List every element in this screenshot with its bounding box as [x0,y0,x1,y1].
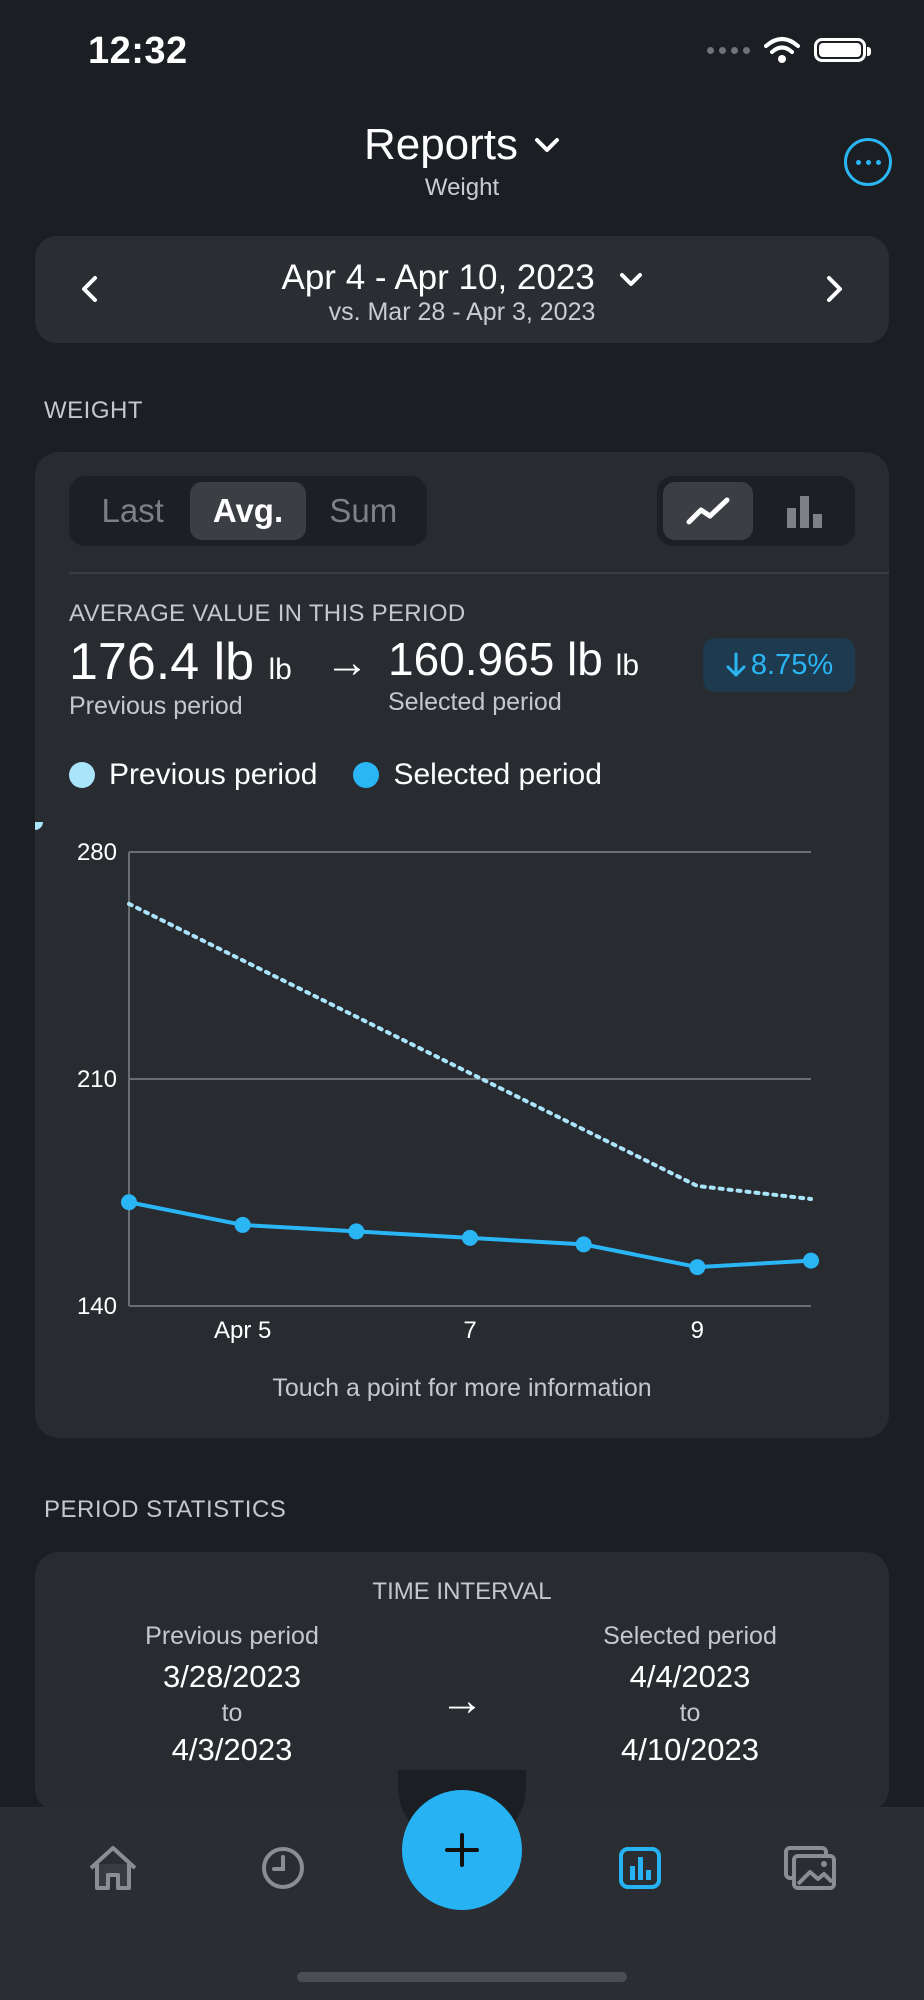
right-arrow-icon: → [440,1676,484,1725]
status-indicators [707,36,871,64]
date-range-text: Apr 4 - Apr 10, 2023 [281,258,595,297]
page-title: Reports [363,120,519,169]
battery-icon [814,38,871,62]
chevron-down-icon [619,272,642,286]
aggregation-segmented-control: Last Avg. Sum [69,476,427,546]
period-statistics-card: TIME INTERVAL Previous period 3/28/2023 … [35,1552,889,1812]
segment-sum[interactable]: Sum [329,492,398,529]
page-subtitle: Weight [424,174,500,201]
arrow-down-icon [726,652,746,677]
chevron-left-icon[interactable] [75,274,105,304]
y-tick-label: 280 [77,839,117,866]
legend-item-selected: Selected period [353,758,602,792]
previous-interval-caption: Previous period [145,1622,319,1650]
x-tick-label: 7 [463,1317,476,1344]
plus-icon [445,1833,479,1867]
section-label-weight: WEIGHT [44,397,143,424]
status-time: 12:32 [88,30,188,72]
data-point-selected [348,1223,365,1240]
segment-last[interactable]: Last [101,492,164,529]
report-header[interactable]: Reports Weight [0,120,924,202]
tab-reports[interactable] [610,1838,670,1898]
chart-legend: Previous period Selected period [69,758,638,792]
previous-interval-to: to [221,1699,243,1727]
bar-chart-button[interactable] [759,482,849,540]
selected-unit: lb [615,649,640,682]
change-badge: 8.75% [703,638,855,692]
selected-period-caption: Selected period [388,688,562,716]
compare-range-label: vs. Mar 28 - Apr 3, 2023 [328,298,596,326]
data-point-previous [35,822,43,830]
legend-item-previous: Previous period [69,758,317,792]
selected-interval-caption: Selected period [603,1622,777,1650]
legend-label-previous: Previous period [109,758,318,791]
previous-interval-end: 4/3/2023 [171,1732,293,1767]
selected-value-text: 160.965 lb [388,633,603,685]
data-point-selected [689,1259,706,1276]
legend-label-selected: Selected period [393,758,602,791]
chevron-right-icon[interactable] [819,274,849,304]
previous-value-text: 176.4 lb [69,633,255,691]
date-range-label[interactable]: Apr 4 - Apr 10, 2023 [35,258,889,298]
date-range-selector[interactable]: Apr 4 - Apr 10, 2023 vs. Mar 28 - Apr 3,… [35,236,889,343]
segment-avg[interactable]: Avg. [190,482,306,540]
tab-gallery[interactable] [780,1838,840,1898]
previous-interval: Previous period 3/28/2023 to 4/3/2023 [82,1622,382,1768]
change-percent: 8.75% [750,648,834,681]
bar-chart-icon [787,496,822,528]
add-entry-button[interactable] [402,1790,522,1910]
tab-home[interactable] [83,1838,143,1898]
weight-card: Last Avg. Sum AVERAGE VALUE IN THIS PERI… [35,452,889,1438]
wifi-icon [764,37,800,63]
selected-interval-end: 4/10/2023 [621,1732,759,1767]
reports-icon [619,1847,661,1889]
line-chart-button[interactable] [663,482,753,540]
series-line-previous [127,901,813,1201]
data-point-selected [575,1236,592,1253]
more-options-button[interactable] [844,138,892,186]
selected-interval-start: 4/4/2023 [629,1659,751,1694]
legend-dot-selected [353,762,380,788]
legend-dot-previous [69,762,95,788]
x-tick-label: 9 [691,1317,704,1344]
tab-history[interactable] [253,1838,313,1898]
previous-period-caption: Previous period [69,692,243,720]
y-tick-label: 140 [77,1293,117,1320]
clock-icon [262,1847,304,1889]
previous-interval-start: 3/28/2023 [163,1659,301,1694]
home-indicator [297,1972,627,1982]
selected-average-value: 160.965 lb lb [388,632,639,686]
data-point-selected [121,1194,137,1211]
cellular-signal-icon [707,46,750,54]
line-chart-icon [686,497,730,525]
y-tick-label: 210 [77,1066,117,1093]
time-interval-title: TIME INTERVAL [372,1578,552,1605]
section-label-period-statistics: PERIOD STATISTICS [44,1496,287,1523]
previous-unit: lb [268,653,292,686]
chevron-down-icon [535,138,560,152]
gallery-icon [784,1846,836,1890]
data-point-selected [803,1252,819,1269]
previous-average-value: 176.4 lb lb [69,632,292,692]
chart-type-control [657,476,855,546]
home-icon [89,1846,137,1890]
selected-interval-to: to [679,1699,701,1727]
chart-hint: Touch a point for more information [272,1374,652,1402]
average-value-label: AVERAGE VALUE IN THIS PERIOD [69,600,466,627]
right-arrow-icon: → [325,638,369,687]
data-point-selected [462,1229,478,1246]
divider [69,572,889,574]
x-tick-label: Apr 5 [214,1317,271,1344]
data-point-selected [234,1216,251,1233]
weight-line-chart[interactable]: 280 210 140 Apr 5 7 9 [35,822,889,1362]
selected-interval: Selected period 4/4/2023 to 4/10/2023 [540,1622,840,1768]
